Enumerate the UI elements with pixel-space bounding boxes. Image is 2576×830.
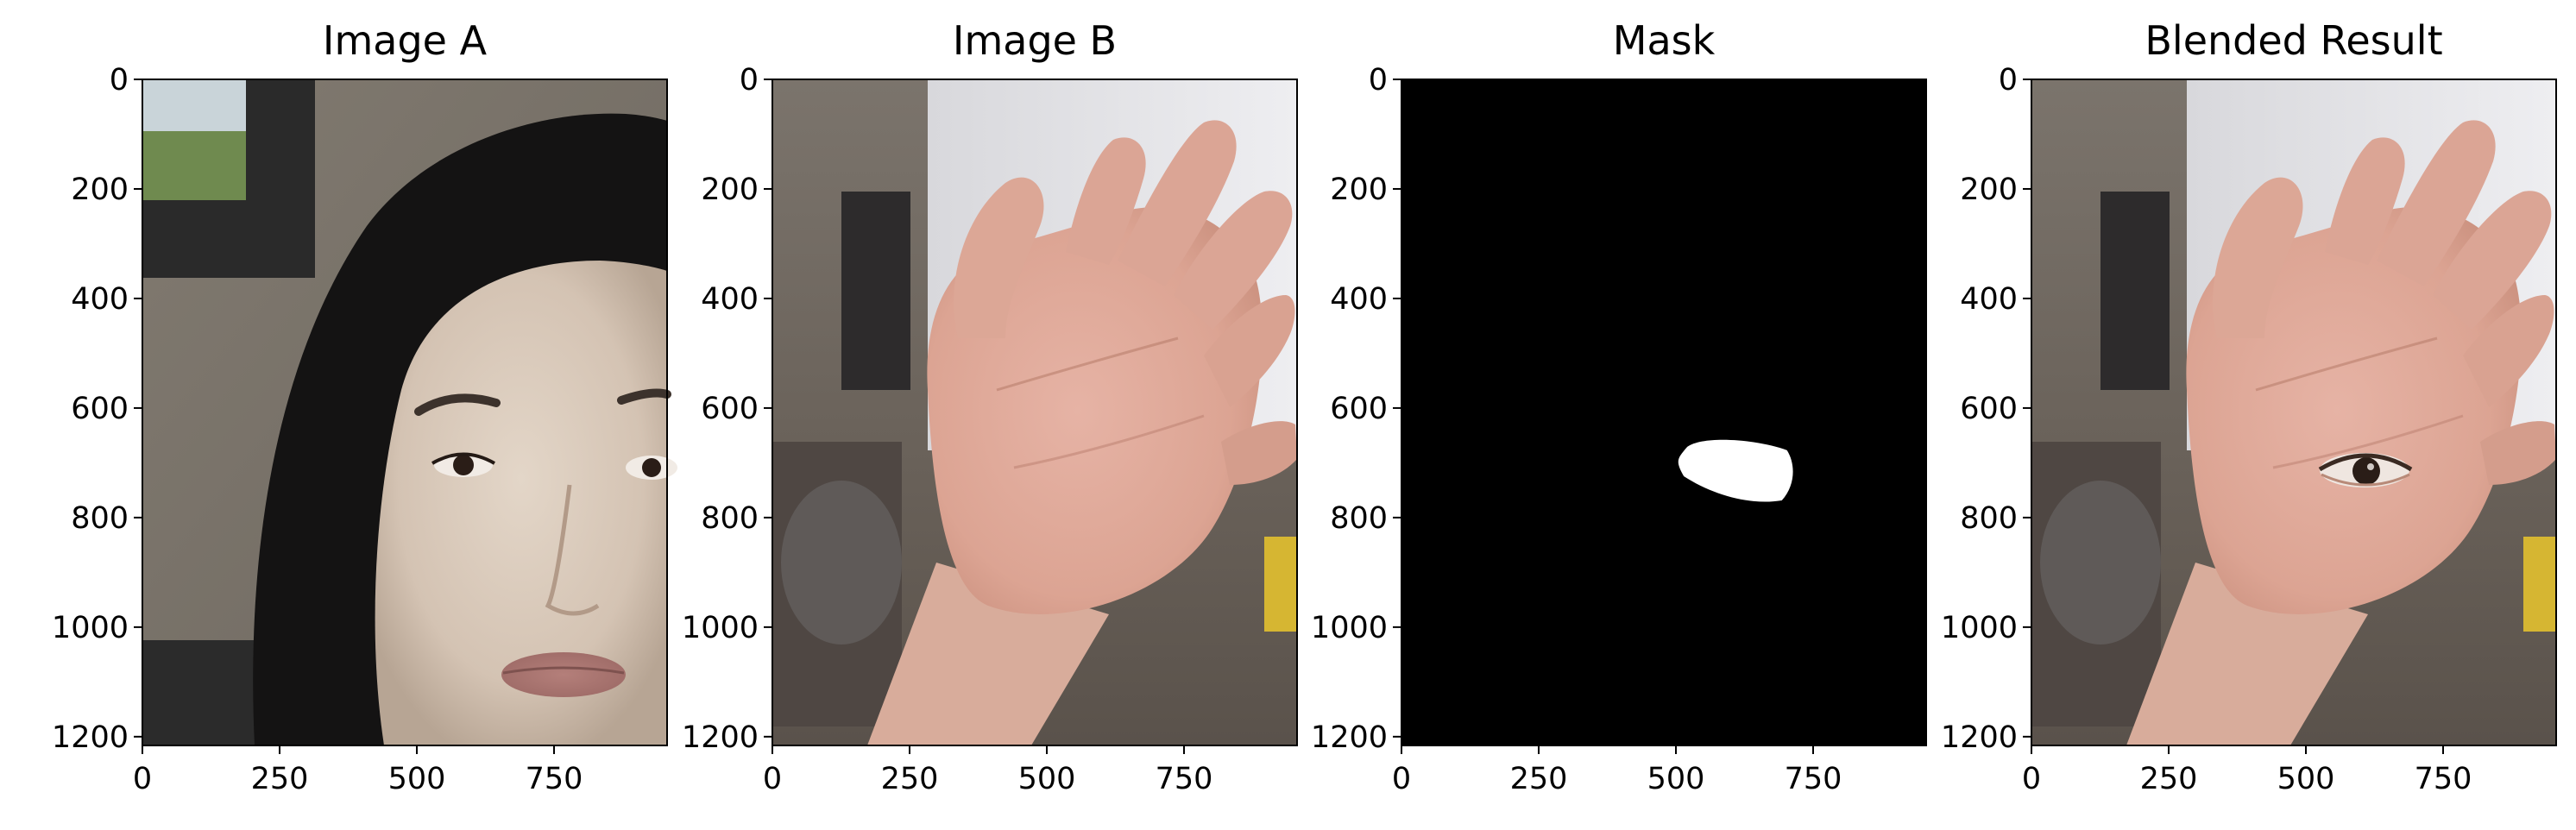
- x-tick-label: 0: [763, 762, 782, 796]
- panel-image: [771, 78, 1299, 747]
- panel-title: Image A: [323, 17, 488, 64]
- y-tick-label: 1200: [1311, 720, 1388, 755]
- y-tick-label: 1200: [1941, 720, 2018, 755]
- panel-image: [142, 79, 677, 745]
- x-tick-label: 0: [1392, 762, 1411, 796]
- x-tick-label: 250: [251, 762, 309, 796]
- x-tick-label: 250: [2140, 762, 2198, 796]
- x-tick-label: 500: [1647, 762, 1705, 796]
- y-tick-label: 0: [110, 63, 129, 97]
- image-panel: Image A 0 250 500 750 0 200 400 600 800 1000 1200: [52, 17, 677, 796]
- x-tick-label: 750: [1156, 762, 1213, 796]
- x-tick-label: 0: [133, 762, 152, 796]
- y-tick-label: 1000: [52, 611, 129, 645]
- axes-frame: [142, 79, 668, 746]
- y-tick-label: 0: [1999, 63, 2018, 97]
- y-tick-label: 0: [1369, 63, 1388, 97]
- image-panel: Blended Result 0 250 500 750 0 200 400 600 800 100…: [1941, 17, 2558, 796]
- mask-blob: [1678, 439, 1793, 502]
- y-tick-label: 800: [1960, 501, 2018, 536]
- x-tick-label: 250: [1510, 762, 1568, 796]
- y-tick-label: 400: [701, 282, 759, 317]
- y-tick-label: 1200: [52, 720, 129, 755]
- image-panel: Mask 0 250 500 750 0 200 400 600 800 1000 1200: [1311, 17, 1927, 796]
- y-tick-label: 200: [1960, 173, 2018, 207]
- y-tick-label: 400: [1330, 282, 1388, 317]
- x-tick-label: 500: [1018, 762, 1076, 796]
- panel-title: Blended Result: [2145, 17, 2442, 64]
- y-tick-label: 600: [1960, 392, 2018, 426]
- y-tick-label: 1000: [1311, 611, 1388, 645]
- panel-image: [2030, 78, 2558, 747]
- y-tick-label: 400: [1960, 282, 2018, 317]
- x-tick-label: 0: [2022, 762, 2041, 796]
- y-tick-label: 200: [701, 173, 759, 207]
- y-tick-label: 600: [701, 392, 759, 426]
- y-tick-label: 800: [1330, 501, 1388, 536]
- panel-image: [1401, 79, 1926, 745]
- y-tick-label: 0: [740, 63, 759, 97]
- y-tick-label: 1200: [682, 720, 759, 755]
- y-tick-label: 400: [71, 282, 129, 317]
- x-tick-label: 500: [2277, 762, 2335, 796]
- y-tick-label: 1000: [1941, 611, 2018, 645]
- panel-title: Image B: [953, 17, 1117, 64]
- x-tick-label: 250: [881, 762, 939, 796]
- y-tick-label: 600: [71, 392, 129, 426]
- axes-frame: [2031, 79, 2557, 746]
- y-tick-label: 1000: [682, 611, 759, 645]
- x-tick-label: 750: [526, 762, 583, 796]
- image-panel: Image B 0 250 500 750 0 200 400 600 800 1000 1200: [682, 17, 1299, 796]
- y-tick-label: 800: [701, 501, 759, 536]
- y-tick-label: 800: [71, 501, 129, 536]
- y-tick-label: 600: [1330, 392, 1388, 426]
- panel-title: Mask: [1613, 17, 1716, 64]
- y-tick-label: 200: [1330, 173, 1388, 207]
- x-tick-label: 750: [2415, 762, 2472, 796]
- x-tick-label: 750: [1785, 762, 1842, 796]
- y-tick-label: 200: [71, 173, 129, 207]
- axes-frame: [1401, 79, 1927, 746]
- x-tick-label: 500: [388, 762, 446, 796]
- axes-frame: [772, 79, 1298, 746]
